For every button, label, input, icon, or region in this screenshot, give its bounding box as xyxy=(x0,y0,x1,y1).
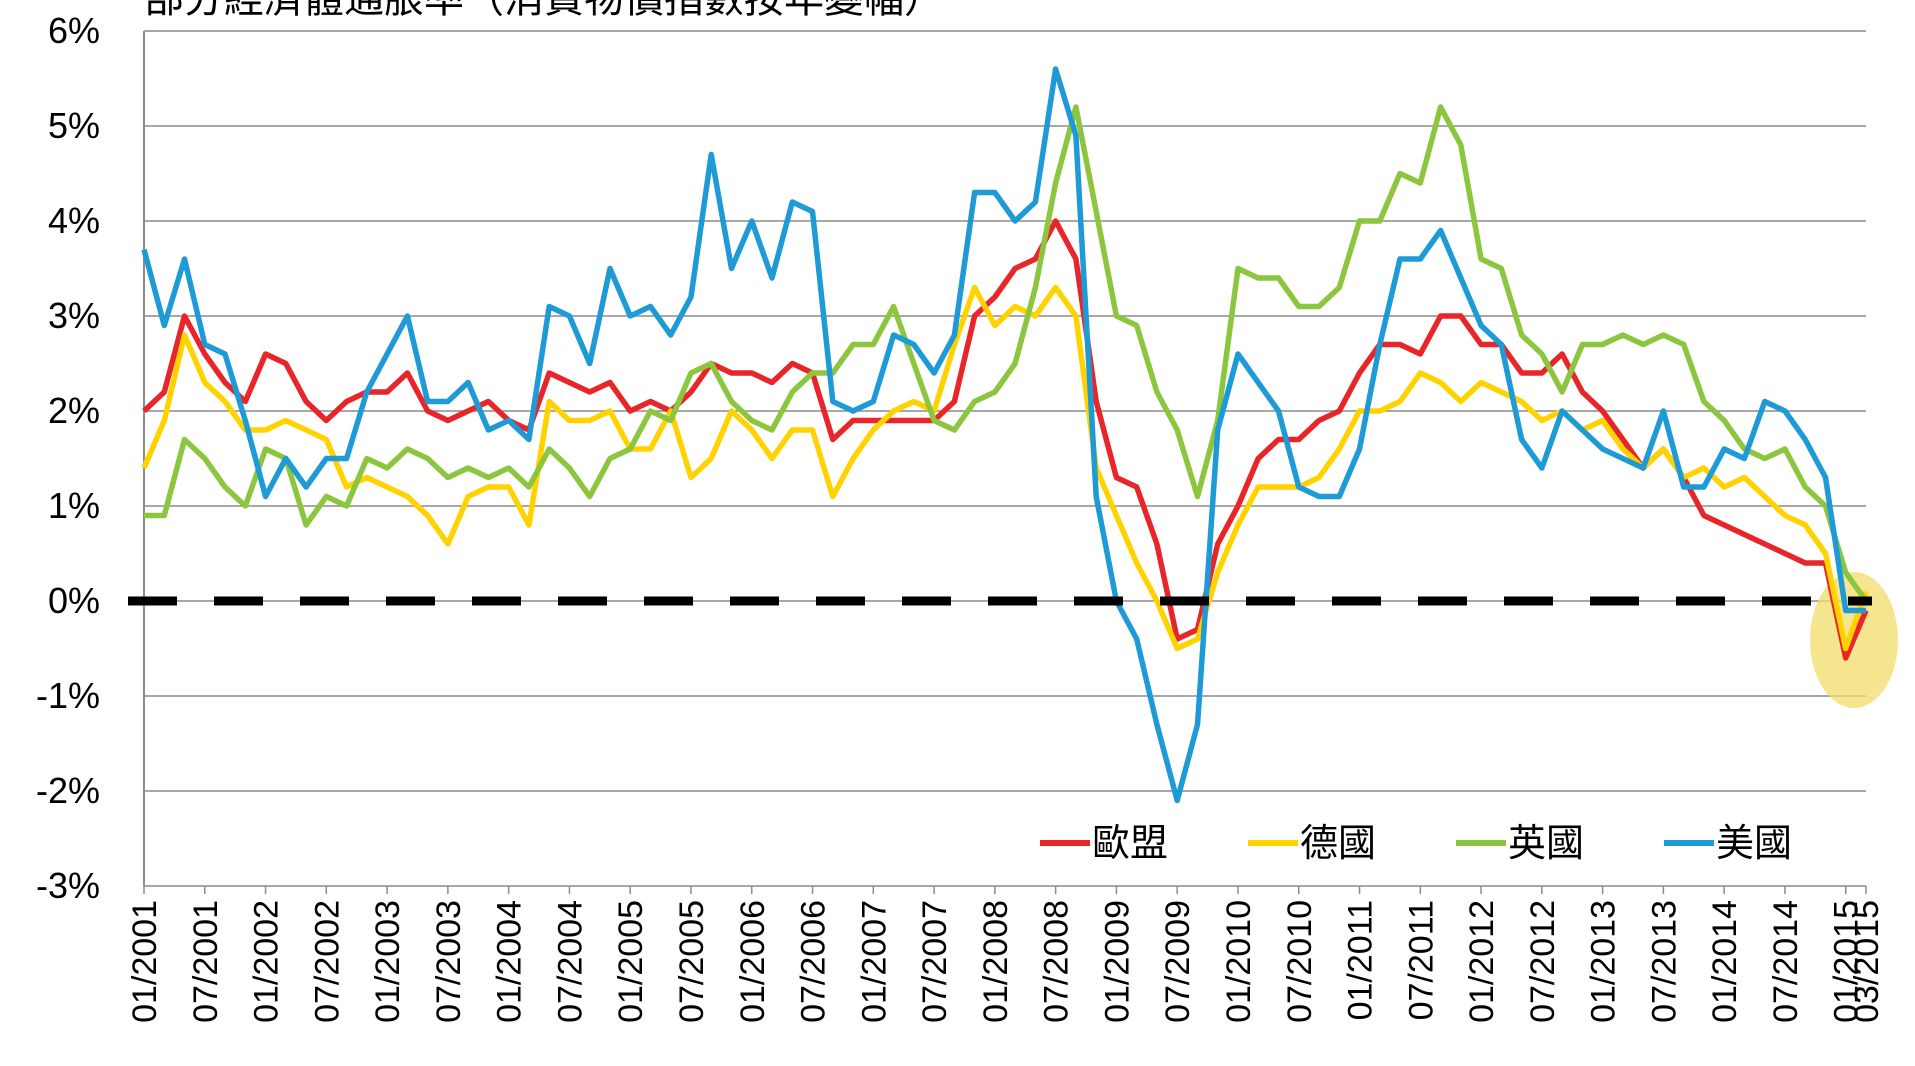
x-tick-label: 07/2007 xyxy=(916,900,954,1023)
y-tick-label: 1% xyxy=(48,485,100,526)
x-tick-label: 01/2009 xyxy=(1098,900,1136,1023)
x-tick-label: 01/2001 xyxy=(126,900,164,1023)
y-tick-label: 6% xyxy=(48,10,100,51)
x-tick-label: 07/2004 xyxy=(551,900,589,1023)
series-line xyxy=(144,221,1866,658)
x-tick-label: 07/2001 xyxy=(187,900,225,1023)
legend-label: 德國 xyxy=(1300,823,1376,865)
y-tick-label: 2% xyxy=(48,390,100,431)
y-tick-label: -3% xyxy=(36,865,100,906)
chart-title: 部分經濟體通脹率（消費物價指數按年變幅） xyxy=(144,0,944,21)
x-tick-label: 07/2010 xyxy=(1281,900,1319,1023)
x-tick-label: 01/2012 xyxy=(1463,900,1501,1023)
x-tick-label: 03/2015 xyxy=(1848,900,1886,1023)
x-tick-label: 01/2007 xyxy=(855,900,893,1023)
x-tick-label: 07/2002 xyxy=(308,900,346,1023)
x-tick-label: 01/2005 xyxy=(612,900,650,1023)
series-line xyxy=(144,107,1866,601)
legend-label: 美國 xyxy=(1716,823,1792,865)
x-tick-label: 01/2010 xyxy=(1220,900,1258,1023)
x-tick-label: 07/2005 xyxy=(673,900,711,1023)
legend-label: 英國 xyxy=(1508,823,1584,865)
x-tick-label: 07/2014 xyxy=(1767,900,1805,1023)
x-tick-label: 07/2008 xyxy=(1038,900,1076,1023)
y-tick-label: -1% xyxy=(36,675,100,716)
x-tick-label: 01/2006 xyxy=(734,900,772,1023)
x-tick-label: 07/2013 xyxy=(1645,900,1683,1023)
x-tick-label: 01/2008 xyxy=(977,900,1015,1023)
x-tick-label: 07/2012 xyxy=(1524,900,1562,1023)
chart: 部分經濟體通脹率（消費物價指數按年變幅） -3% -2% -1% 0% 1% 2% 3% 4%… xyxy=(0,0,1915,1066)
x-tick-label: 01/2014 xyxy=(1706,900,1744,1023)
x-tick-label: 07/2011 xyxy=(1402,900,1440,1020)
y-tick-label: 5% xyxy=(48,105,100,146)
x-tick-label: 01/2002 xyxy=(248,900,286,1023)
x-tick-label: 01/2004 xyxy=(491,900,529,1023)
y-tick-label: -2% xyxy=(36,770,100,811)
series-line xyxy=(144,69,1866,801)
y-tick-label: 4% xyxy=(48,200,100,241)
y-tick-label: 0% xyxy=(48,580,100,621)
y-tick-label: 3% xyxy=(48,295,100,336)
x-tick-label: 01/2011 xyxy=(1342,900,1380,1020)
x-tick-label: 01/2003 xyxy=(369,900,407,1023)
x-tick-label: 01/2013 xyxy=(1585,900,1623,1023)
legend-label: 歐盟 xyxy=(1092,823,1168,865)
x-tick-label: 07/2003 xyxy=(430,900,468,1023)
x-tick-label: 07/2009 xyxy=(1159,900,1197,1023)
x-tick-label: 07/2006 xyxy=(795,900,833,1023)
